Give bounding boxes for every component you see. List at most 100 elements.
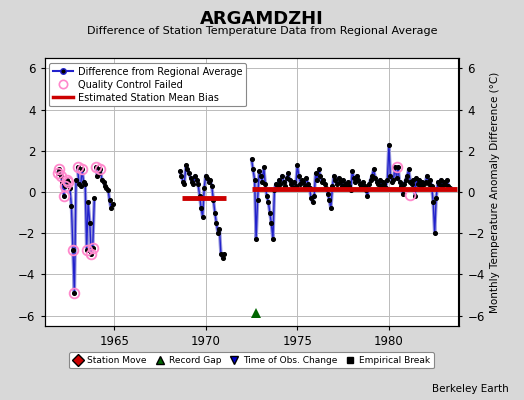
Point [363,193,372,199]
Point [89,244,97,251]
Point [368,172,376,179]
Point [197,205,205,212]
Point [311,170,320,177]
Point [67,203,75,210]
Point [215,226,224,232]
Point [391,164,399,170]
Text: Berkeley Earth: Berkeley Earth [432,384,508,394]
Point [325,197,334,204]
Point [409,176,418,183]
Legend: Station Move, Record Gap, Time of Obs. Change, Empirical Break: Station Move, Record Gap, Time of Obs. C… [70,352,433,368]
Point [254,197,262,204]
Point [266,210,274,216]
Point [322,185,331,191]
Point [385,141,393,148]
Point [438,183,446,189]
Point [357,183,366,189]
Point [353,172,361,179]
Point [259,164,268,170]
Point [100,178,108,185]
Point [440,178,448,185]
Point [286,176,294,183]
Point [274,183,282,189]
Point [346,187,355,193]
Point [95,170,103,177]
Point [362,187,370,193]
Point [401,176,410,183]
Point [284,170,292,177]
Point [304,180,312,187]
Point [219,255,227,261]
Point [180,180,189,187]
Point [423,172,431,179]
Point [329,183,337,189]
Point [436,176,445,183]
Point [84,199,92,206]
Point [403,172,411,179]
Point [318,178,326,185]
Point [356,180,364,187]
Point [292,183,300,189]
Point [202,172,210,179]
Point [97,176,106,183]
Point [434,178,442,185]
Point [388,178,396,185]
Point [319,176,328,183]
Point [293,162,301,168]
Point [432,195,440,201]
Point [271,180,280,187]
Point [69,246,77,253]
Point [85,220,94,226]
Point [371,174,379,181]
Point [64,178,72,185]
Point [188,178,196,185]
Point [182,162,190,168]
Point [426,176,434,183]
Point [397,183,406,189]
Point [212,220,221,226]
Point [92,164,100,170]
Point [275,176,283,183]
Point [206,176,214,183]
Point [55,166,63,172]
Point [264,199,272,206]
Point [104,187,112,193]
Point [337,183,346,189]
Point [278,172,286,179]
Point [107,205,115,212]
Point [413,180,422,187]
Point [217,251,225,257]
Point [177,172,185,179]
Point [57,172,65,179]
Point [61,183,70,189]
Point [255,168,264,174]
Point [444,183,453,189]
Point [258,178,266,185]
Point [296,180,304,187]
Point [77,183,85,189]
Point [379,178,387,185]
Point [209,197,217,204]
Point [53,170,62,177]
Point [252,236,260,243]
Point [301,183,309,189]
Point [267,220,276,226]
Point [374,180,383,187]
Point [287,180,296,187]
Point [208,183,216,189]
Point [344,178,352,185]
Point [79,178,88,185]
Point [75,180,83,187]
Point [298,176,306,183]
Point [429,199,438,206]
Point [200,185,209,191]
Point [176,168,184,174]
Point [394,164,402,170]
Point [282,174,291,181]
Point [321,180,329,187]
Point [194,180,202,187]
Text: Difference of Station Temperature Data from Regional Average: Difference of Station Temperature Data f… [87,26,437,36]
Point [389,176,398,183]
Point [333,180,341,187]
Point [108,201,117,208]
